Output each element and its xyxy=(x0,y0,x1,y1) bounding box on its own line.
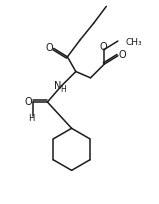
Text: O: O xyxy=(99,42,107,52)
Text: O: O xyxy=(118,49,126,59)
Text: CH₃: CH₃ xyxy=(125,37,142,46)
Text: H: H xyxy=(28,114,35,123)
Text: H: H xyxy=(60,84,66,93)
Text: O: O xyxy=(25,96,32,106)
Text: N: N xyxy=(54,81,62,91)
Text: O: O xyxy=(46,43,53,53)
